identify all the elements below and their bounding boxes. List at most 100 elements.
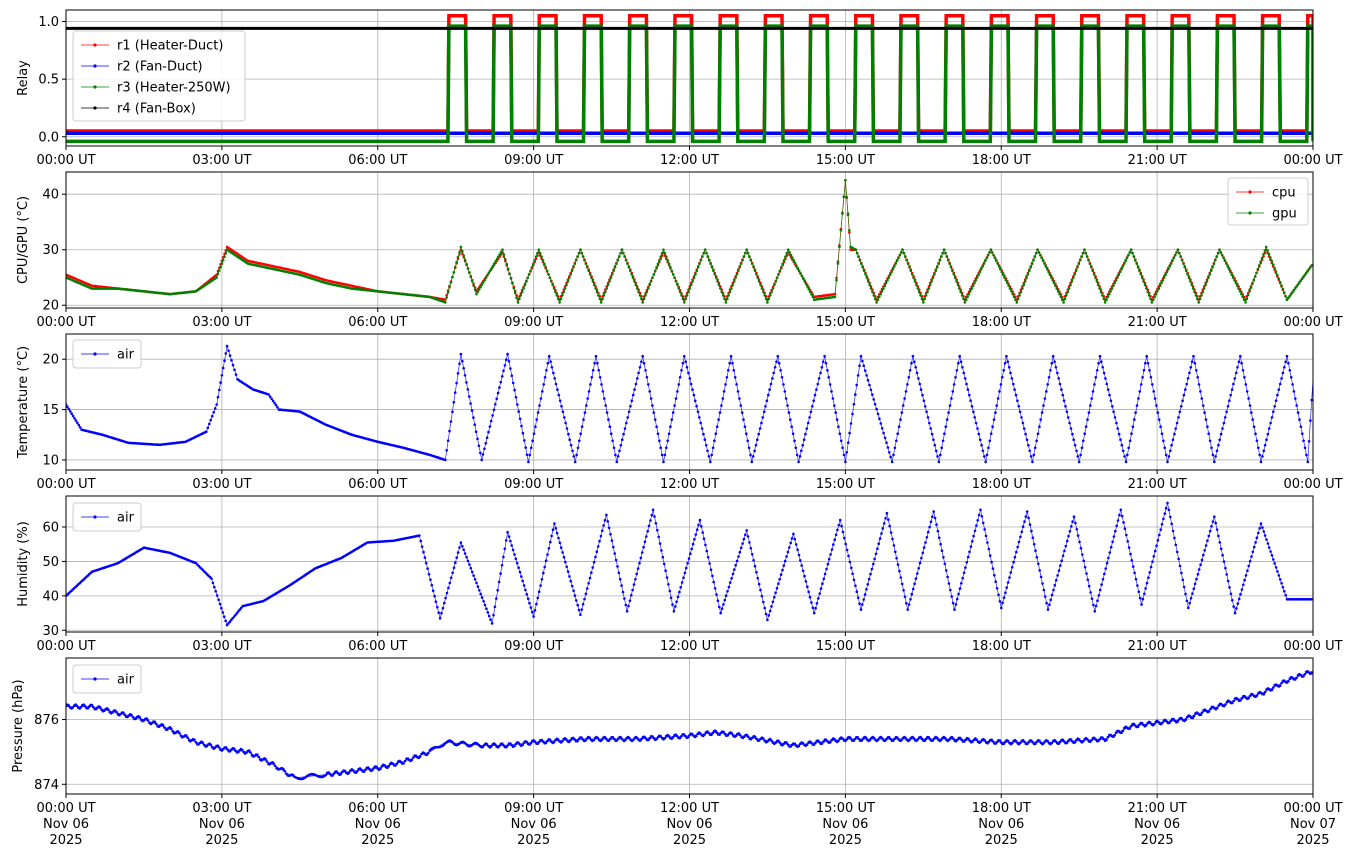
data-point: [1113, 416, 1117, 419]
data-point: [894, 262, 897, 265]
data-point: [740, 411, 744, 414]
data-point: [971, 284, 975, 288]
data-point: [210, 577, 213, 580]
data-point: [489, 745, 493, 748]
data-point: [521, 431, 525, 435]
data-point: [542, 571, 545, 575]
data-point: [544, 266, 547, 269]
data-point: [1241, 369, 1245, 372]
data-point: [819, 587, 823, 590]
data-point: [775, 276, 779, 280]
data-point: [594, 354, 598, 358]
data-point: [671, 273, 675, 276]
data-point: [576, 603, 579, 607]
data-point: [1071, 520, 1074, 523]
data-point: [750, 553, 754, 556]
x-tick-label: 06:00 UT: [348, 153, 407, 168]
data-point: [1197, 301, 1200, 304]
data-point: [1010, 566, 1014, 569]
data-point: [622, 251, 625, 255]
data-point: [925, 410, 928, 414]
data-point: [667, 734, 671, 738]
x-tick-label: 18:00 UT: [972, 477, 1031, 492]
data-point: [793, 537, 797, 541]
data-point: [941, 439, 945, 443]
data-point: [554, 382, 558, 386]
data-point: [1174, 543, 1178, 547]
data-point: [963, 377, 967, 380]
data-point: [590, 276, 593, 280]
data-point: [452, 566, 456, 569]
y-axis-label: Relay: [16, 60, 31, 96]
data-point: [728, 290, 732, 294]
data-point: [784, 255, 787, 258]
data-point: [744, 533, 747, 537]
data-point: [145, 717, 148, 720]
data-point: [1222, 560, 1226, 563]
data-point: [402, 762, 406, 765]
data-point: [712, 269, 715, 273]
data-point: [779, 369, 782, 372]
data-point: [466, 267, 470, 270]
data-point: [1146, 290, 1150, 294]
data-point: [660, 453, 664, 457]
data-point: [480, 596, 484, 599]
y-tick-label: 20: [42, 353, 59, 368]
data-point: [568, 276, 571, 280]
data-point: [1101, 578, 1105, 581]
data-point: [651, 735, 654, 738]
data-point: [706, 449, 709, 453]
data-point: [1098, 354, 1102, 358]
x-tick-label: 18:00 UT: [972, 639, 1031, 654]
data-point: [536, 596, 540, 600]
data-point: [848, 431, 851, 435]
data-point: [1128, 439, 1132, 443]
data-point: [937, 536, 941, 539]
data-point: [534, 255, 538, 258]
legend-marker: [93, 85, 97, 89]
data-point: [283, 770, 287, 773]
data-point: [1203, 411, 1206, 414]
data-point: [130, 713, 133, 717]
x-tick-label: 18:00 UT: [972, 153, 1031, 168]
data-point: [485, 436, 489, 440]
data-point: [559, 546, 563, 549]
data-point: [958, 736, 962, 740]
data-point: [854, 584, 857, 587]
data-point: [529, 446, 533, 450]
data-point: [494, 743, 497, 746]
data-point: [902, 589, 905, 592]
data-point: [523, 439, 526, 442]
data-point: [1065, 294, 1068, 297]
data-point: [603, 397, 606, 400]
data-point: [686, 736, 690, 739]
data-point: [674, 280, 678, 283]
data-point: [633, 388, 636, 391]
data-point: [629, 405, 632, 408]
data-point: [570, 269, 574, 273]
data-point: [583, 411, 587, 414]
data-point: [533, 609, 537, 612]
x-tick-label: 18:00 UT: [972, 315, 1031, 330]
data-point: [592, 738, 596, 742]
data-point: [1006, 360, 1010, 364]
data-point: [664, 569, 667, 572]
data-point: [595, 550, 599, 553]
data-point: [881, 737, 884, 740]
data-point: [834, 533, 838, 537]
data-point: [1032, 453, 1036, 457]
data-point: [556, 738, 560, 741]
data-point: [1045, 267, 1049, 271]
data-point: [894, 550, 897, 554]
data-point: [1254, 432, 1257, 436]
x-tick-year: 2025: [829, 833, 862, 848]
data-point: [1046, 383, 1049, 386]
y-tick-label: 0.0: [38, 130, 59, 145]
data-point: [805, 427, 809, 430]
data-point: [1019, 741, 1022, 745]
data-point: [561, 551, 564, 554]
data-point: [1014, 393, 1018, 397]
data-point: [888, 273, 892, 277]
data-point: [1085, 572, 1088, 575]
data-point: [1158, 533, 1161, 537]
